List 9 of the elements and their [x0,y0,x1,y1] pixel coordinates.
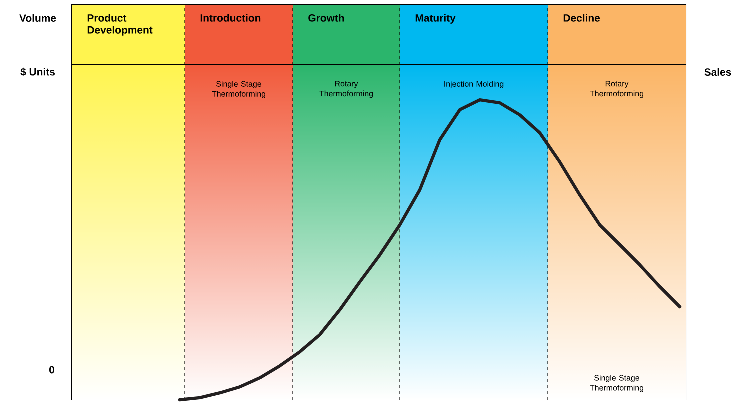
text: $ Units [20,68,55,76]
text: Introduction [200,14,261,22]
text: Volume [20,14,56,22]
text: Product Development [88,14,153,36]
text: Maturity [416,14,456,24]
text: Decline [564,14,600,22]
text: Sales [704,68,732,76]
text: Growth [308,14,344,22]
text: 0 [50,366,54,374]
